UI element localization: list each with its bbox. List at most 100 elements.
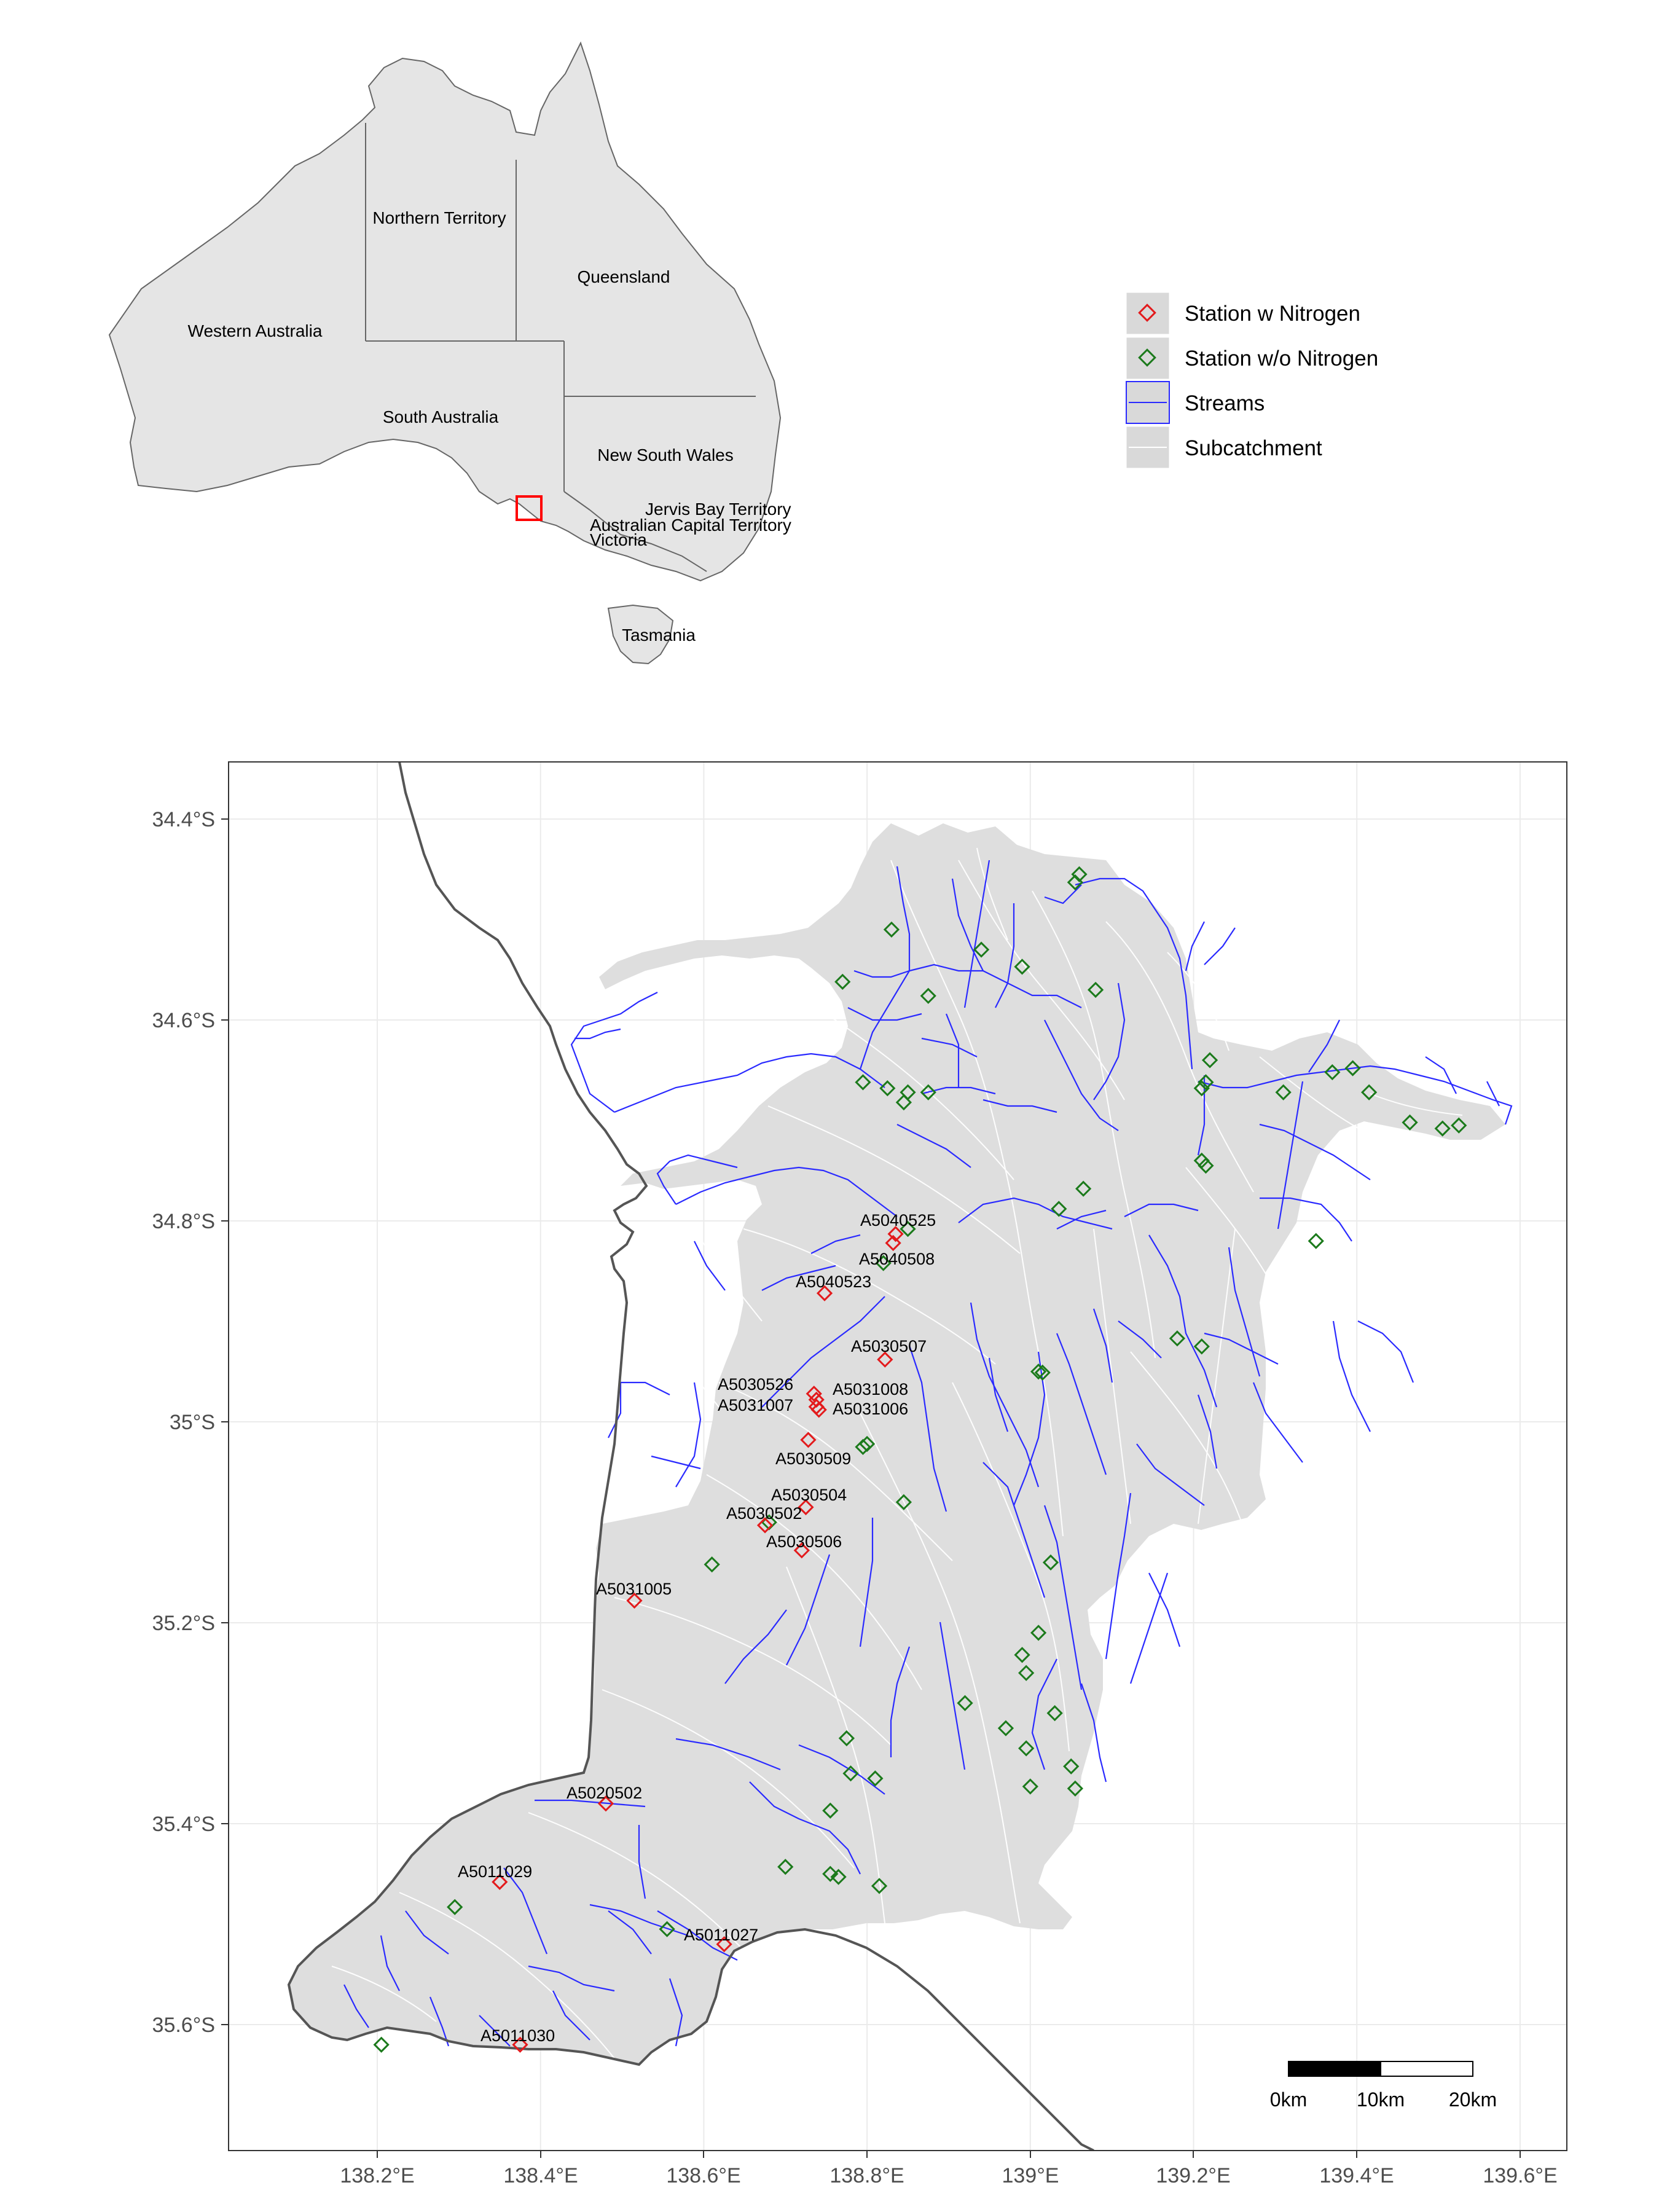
station-label: A5031007 (718, 1396, 793, 1414)
x-tick-label: 139.2°E (1156, 2164, 1230, 2187)
station-without-nitrogen-marker (997, 1720, 1014, 1736)
station-with-nitrogen-marker (512, 2036, 528, 2053)
label-queensland: Queensland (577, 267, 670, 286)
station-with-nitrogen-marker (800, 1432, 817, 1448)
station-label: A5011027 (684, 1926, 758, 1944)
station-without-nitrogen-marker (777, 1859, 794, 1875)
legend-label-without-n: Station w/o Nitrogen (1185, 347, 1378, 371)
station-without-nitrogen-marker (1308, 1233, 1324, 1249)
station-without-nitrogen-marker (447, 1899, 463, 1915)
station-without-nitrogen-marker (879, 1080, 896, 1097)
y-tick-label: 34.8°S (152, 1210, 215, 1233)
label-new-south-wales: New South Wales (597, 445, 734, 465)
station-without-nitrogen-marker (875, 1255, 892, 1271)
station-with-nitrogen-marker (597, 1795, 614, 1812)
station-without-nitrogen-marker (659, 1921, 675, 1937)
legend-symbol-without-n (1138, 348, 1156, 367)
station-label: A5011030 (480, 2026, 555, 2045)
x-tick-label: 138.4°E (503, 2164, 578, 2187)
legend-key-without-n (1126, 337, 1170, 380)
station-without-nitrogen-marker (1201, 1052, 1218, 1069)
legend-item-with-n: Station w Nitrogen (1126, 292, 1360, 335)
label-northern-territory: Northern Territory (372, 208, 506, 227)
station-with-nitrogen-marker (877, 1351, 893, 1368)
station-without-nitrogen-marker (1046, 1705, 1063, 1722)
station-without-nitrogen-marker (1275, 1084, 1292, 1100)
state-borders (365, 123, 756, 572)
label-western-australia: Western Australia (188, 321, 323, 340)
station-without-nitrogen-marker (1402, 1114, 1418, 1131)
legend-label-subcatchment: Subcatchment (1185, 436, 1322, 460)
y-tick-label: 35.4°S (152, 1813, 215, 1836)
station-without-nitrogen-marker (1022, 1778, 1038, 1795)
main-map: A5040525 A5040508 A5040523 A5030507 A503… (152, 761, 1567, 2187)
y-tick-label: 35.6°S (152, 2014, 215, 2037)
y-axis: 34.4°S 34.6°S 34.8°S 35°S 35.2°S 35.4°S … (152, 808, 229, 2037)
station-label: A5030507 (851, 1337, 927, 1355)
station-without-nitrogen-marker (957, 1695, 973, 1711)
station-labels: A5040525 A5040508 A5040523 A5030507 A503… (458, 1211, 936, 2045)
map-content (287, 762, 1513, 2151)
station-without-nitrogen-marker (1361, 1084, 1378, 1100)
legend-item-without-n: Station w/o Nitrogen (1126, 337, 1378, 380)
legend-symbol-with-n (1138, 304, 1156, 322)
station-without-nitrogen-marker (1451, 1117, 1467, 1134)
legend: Station w Nitrogen Station w/o Nitrogen … (1126, 292, 1378, 469)
station-with-nitrogen-marker (806, 1386, 822, 1402)
scale-bar: 0km 10km 20km (1270, 2061, 1497, 2111)
station-label: A5031005 (596, 1580, 672, 1598)
state-labels: Northern Territory Queensland Western Au… (188, 208, 791, 645)
station-without-nitrogen-marker (1051, 1201, 1067, 1217)
station-without-nitrogen-marker (895, 1494, 912, 1510)
station-with-nitrogen-marker (716, 1936, 732, 1953)
station-without-nitrogen-marker (1030, 1363, 1047, 1380)
x-tick-label: 139.6°E (1483, 2164, 1557, 2187)
streams (343, 860, 1513, 2047)
station-without-nitrogen-marker (1193, 1080, 1210, 1097)
tasmania (607, 604, 674, 665)
station-without-nitrogen-marker (1198, 1157, 1214, 1174)
label-tasmania: Tasmania (622, 626, 696, 645)
station-without-nitrogen-marker (1344, 1060, 1361, 1077)
station-without-nitrogen-marker (1018, 1665, 1035, 1681)
legend-label-with-n: Station w Nitrogen (1185, 302, 1360, 326)
station-with-nitrogen-marker (626, 1592, 643, 1609)
station-without-nitrogen-marker (1067, 1780, 1083, 1797)
station-label: A5030506 (766, 1532, 842, 1551)
station-with-nitrogen-marker (885, 1234, 901, 1252)
stations-layer (373, 866, 1467, 2053)
australia-mainland (108, 41, 782, 582)
station-label: A5040508 (859, 1250, 935, 1268)
station-without-nitrogen-marker (1075, 1180, 1092, 1197)
x-axis: 138.2°E 138.4°E 138.6°E 138.8°E 139°E 13… (340, 2151, 1558, 2187)
station-label: A5031008 (833, 1380, 908, 1398)
station-label: A5031006 (833, 1400, 908, 1418)
station-without-nitrogen-marker (1067, 874, 1083, 891)
legend-item-subcatchment: Subcatchment (1126, 426, 1322, 469)
station-without-nitrogen-marker (834, 973, 851, 990)
station-without-nitrogen-marker (1030, 1625, 1047, 1641)
station-without-nitrogen-marker (1063, 1758, 1080, 1775)
x-tick-label: 139°E (1002, 2164, 1059, 2187)
x-tick-label: 138.2°E (340, 2164, 414, 2187)
station-without-nitrogen-marker (920, 1084, 936, 1100)
station-without-nitrogen-marker (1071, 866, 1088, 883)
station-without-nitrogen-marker (838, 1730, 855, 1747)
station-without-nitrogen-marker (895, 1094, 912, 1111)
station-label: A5030502 (726, 1504, 802, 1523)
inset-australia-map: Northern Territory Queensland Western Au… (108, 41, 791, 665)
station-with-nitrogen-marker (810, 1402, 827, 1418)
scale-label-10: 10km (1357, 2088, 1405, 2111)
station-without-nitrogen-marker (1434, 1120, 1451, 1137)
catchment-area (289, 823, 1505, 2065)
station-with-nitrogen-marker (793, 1542, 810, 1559)
station-without-nitrogen-marker (822, 1865, 839, 1882)
station-without-nitrogen-marker (1087, 981, 1104, 998)
station-without-nitrogen-marker (1014, 1647, 1030, 1663)
station-label: A5020502 (567, 1784, 642, 1802)
station-without-nitrogen-marker (883, 921, 900, 938)
scale-segment-white (1380, 2061, 1473, 2077)
legend-label-streams: Streams (1185, 391, 1265, 415)
subcatchment-lines (331, 847, 1463, 2059)
station-with-nitrogen-marker (756, 1517, 774, 1534)
